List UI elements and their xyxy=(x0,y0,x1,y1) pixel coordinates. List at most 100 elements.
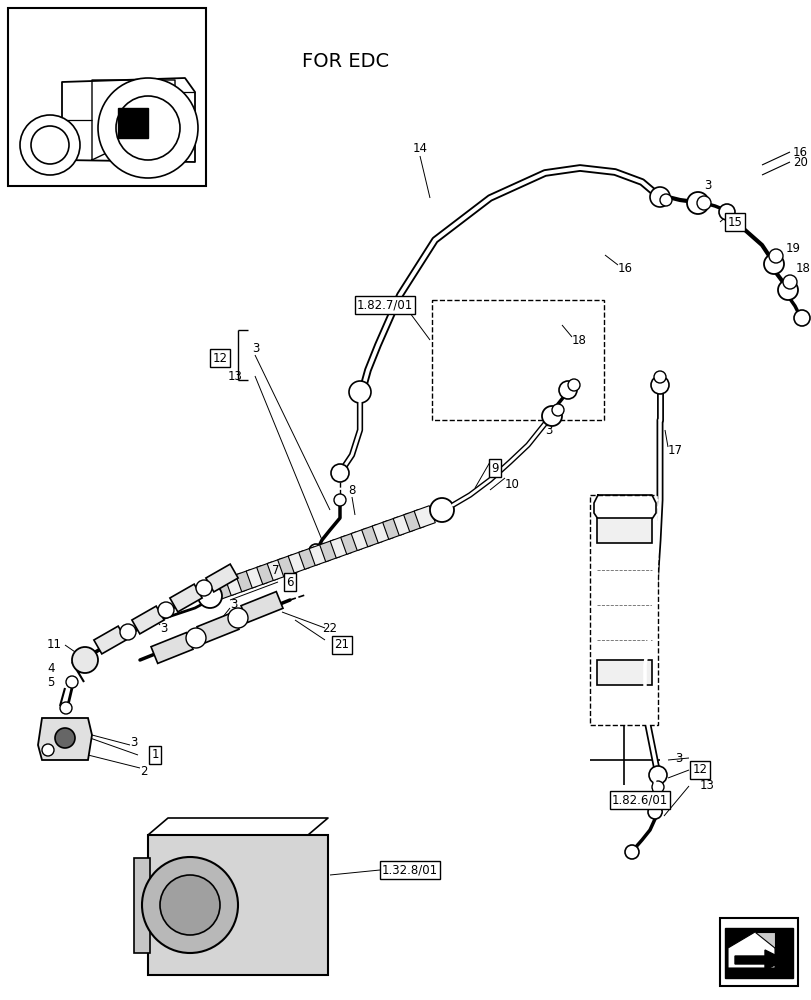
Circle shape xyxy=(568,379,579,391)
Text: 18: 18 xyxy=(795,261,810,274)
Circle shape xyxy=(31,126,69,164)
Text: 16: 16 xyxy=(617,261,633,274)
Polygon shape xyxy=(393,513,414,536)
Bar xyxy=(8,8,206,186)
Polygon shape xyxy=(206,564,238,592)
Circle shape xyxy=(142,857,238,953)
Circle shape xyxy=(72,647,98,673)
Polygon shape xyxy=(350,528,372,551)
Circle shape xyxy=(624,845,638,859)
Bar xyxy=(134,858,150,953)
Circle shape xyxy=(331,464,349,482)
Text: 20: 20 xyxy=(792,156,807,169)
Text: 14: 14 xyxy=(412,142,427,155)
Text: 18: 18 xyxy=(571,334,586,347)
Polygon shape xyxy=(241,592,283,622)
Circle shape xyxy=(686,192,708,214)
Circle shape xyxy=(558,381,577,399)
Text: 3: 3 xyxy=(230,598,237,611)
Bar xyxy=(596,518,651,543)
Polygon shape xyxy=(754,932,774,948)
Circle shape xyxy=(20,115,80,175)
Polygon shape xyxy=(414,506,435,528)
Circle shape xyxy=(777,280,797,300)
Circle shape xyxy=(430,498,453,522)
Polygon shape xyxy=(382,517,403,539)
Circle shape xyxy=(228,608,247,628)
Polygon shape xyxy=(277,554,298,577)
Circle shape xyxy=(782,275,796,289)
Text: 1.32.8/01: 1.32.8/01 xyxy=(381,863,437,876)
Bar xyxy=(596,660,651,685)
Circle shape xyxy=(186,628,206,648)
Circle shape xyxy=(160,875,220,935)
Circle shape xyxy=(60,702,72,714)
Text: 22: 22 xyxy=(322,621,337,635)
Circle shape xyxy=(551,404,564,416)
Circle shape xyxy=(647,805,661,819)
Text: 12: 12 xyxy=(212,352,227,364)
Polygon shape xyxy=(403,509,424,532)
Text: 4: 4 xyxy=(47,662,55,674)
Text: 15: 15 xyxy=(727,216,741,229)
Circle shape xyxy=(349,381,371,403)
Polygon shape xyxy=(235,569,256,592)
Circle shape xyxy=(793,310,809,326)
Bar xyxy=(719,918,797,986)
Text: 9: 9 xyxy=(491,462,498,475)
Text: 1: 1 xyxy=(151,748,159,762)
Text: 2: 2 xyxy=(139,765,148,778)
Polygon shape xyxy=(38,718,92,760)
Circle shape xyxy=(649,187,669,207)
Circle shape xyxy=(541,406,561,426)
Polygon shape xyxy=(267,558,288,581)
Bar xyxy=(590,495,657,725)
Text: 10: 10 xyxy=(504,478,519,490)
Text: 6: 6 xyxy=(286,576,294,588)
Circle shape xyxy=(98,78,198,178)
Polygon shape xyxy=(361,524,382,547)
Polygon shape xyxy=(197,613,238,643)
Circle shape xyxy=(768,249,782,263)
Text: 3: 3 xyxy=(251,342,259,355)
Text: 3: 3 xyxy=(703,179,710,192)
Circle shape xyxy=(116,96,180,160)
Circle shape xyxy=(158,602,174,618)
Text: 13: 13 xyxy=(699,779,714,792)
Circle shape xyxy=(42,744,54,756)
Polygon shape xyxy=(225,573,246,596)
Text: 17: 17 xyxy=(667,444,682,456)
Text: 3: 3 xyxy=(544,424,551,436)
Polygon shape xyxy=(341,532,362,554)
Circle shape xyxy=(718,204,734,220)
Text: 11: 11 xyxy=(47,639,62,652)
Polygon shape xyxy=(734,950,784,970)
Circle shape xyxy=(55,728,75,748)
Text: 12: 12 xyxy=(692,763,706,776)
Text: 3: 3 xyxy=(674,752,681,764)
Polygon shape xyxy=(256,562,277,584)
Polygon shape xyxy=(309,543,330,566)
Polygon shape xyxy=(118,108,148,138)
Text: 1.82.6/01: 1.82.6/01 xyxy=(611,793,667,806)
Text: 1.82.7/01: 1.82.7/01 xyxy=(357,298,413,312)
Text: 8: 8 xyxy=(348,484,355,496)
Bar xyxy=(148,835,328,975)
Polygon shape xyxy=(298,547,320,569)
Polygon shape xyxy=(330,536,351,558)
Text: 21: 21 xyxy=(334,639,349,652)
Polygon shape xyxy=(371,521,393,543)
Text: 3: 3 xyxy=(160,621,167,635)
Circle shape xyxy=(120,624,135,640)
Polygon shape xyxy=(94,626,126,654)
Text: 3: 3 xyxy=(130,736,137,748)
Circle shape xyxy=(309,544,323,558)
Circle shape xyxy=(696,196,710,210)
Text: 16: 16 xyxy=(792,146,807,159)
Polygon shape xyxy=(246,566,267,588)
Polygon shape xyxy=(214,577,235,599)
Text: 7: 7 xyxy=(272,564,279,576)
Circle shape xyxy=(648,766,666,784)
Circle shape xyxy=(651,781,663,793)
Circle shape xyxy=(198,584,221,608)
